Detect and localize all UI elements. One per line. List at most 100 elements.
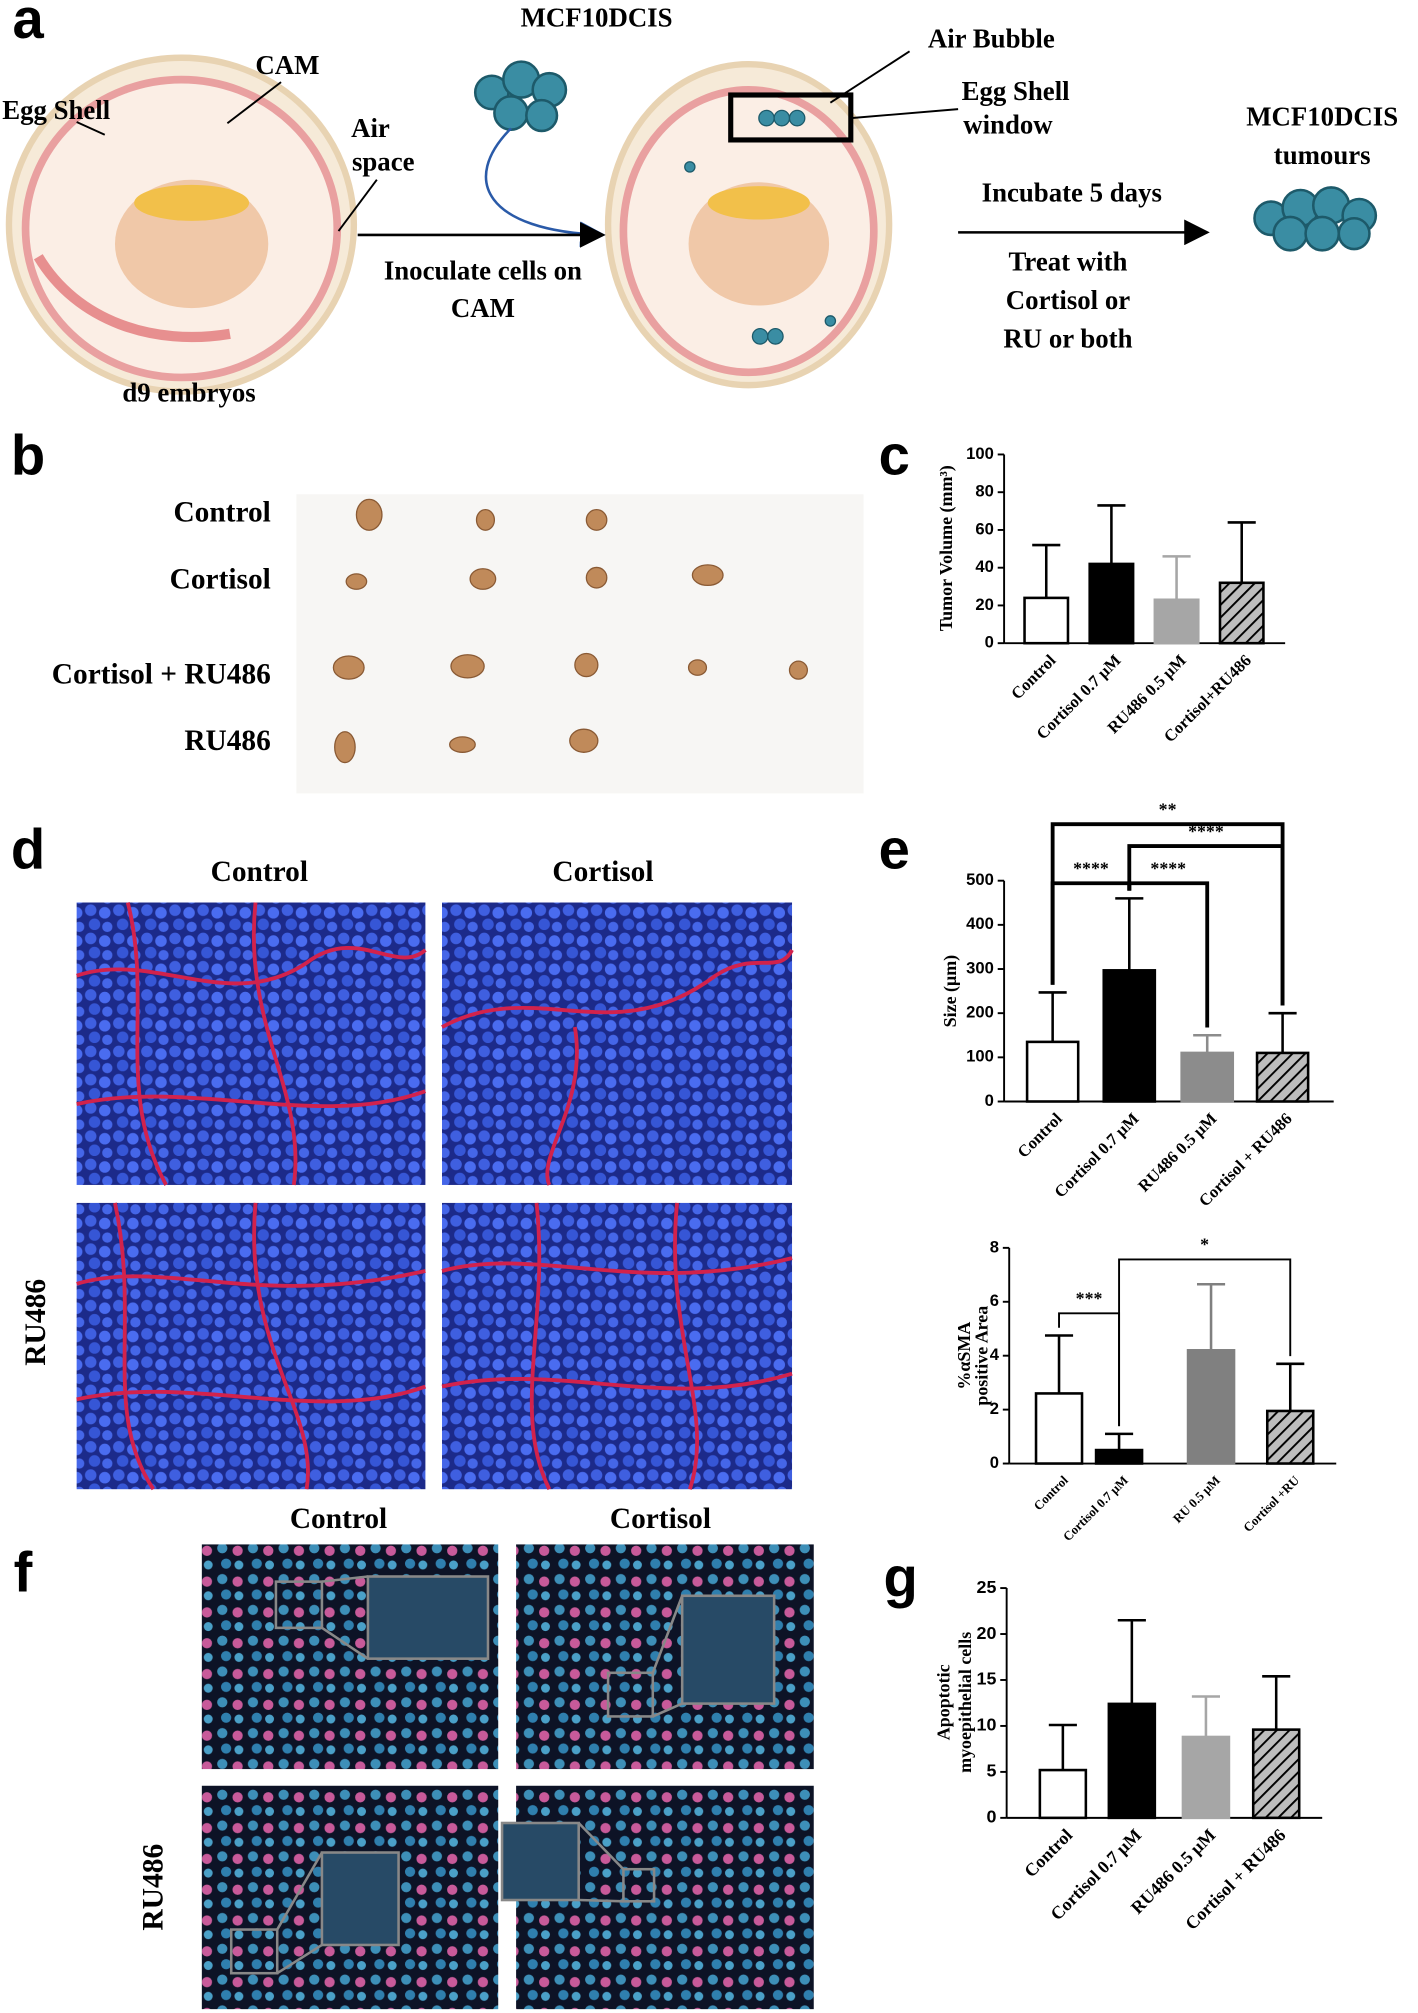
y-tick-label: 200 [966,1003,994,1022]
label: tumours [1274,140,1371,170]
y-tick-label: 60 [975,519,993,538]
label: Incubate 5 days [982,177,1162,207]
label: MCF10DCIS [1246,102,1398,132]
label: Control [211,856,308,888]
label: Cortisol [552,856,653,888]
panel-letter: c [879,423,910,486]
error-bar [1105,1432,1134,1451]
bar [1094,1448,1144,1465]
y-tick-label: 25 [977,1577,997,1597]
error-bar [1227,521,1256,583]
y-tick-label: 10 [977,1715,997,1735]
significance-label: ** [1159,799,1177,819]
bar [1255,1051,1310,1103]
y-tick-label: 500 [966,870,994,889]
panel-letter: b [11,423,45,486]
label: Air Bubble [928,23,1055,53]
panel-letter: a [12,0,44,50]
label: RU or both [1003,324,1132,354]
label: Egg Shell [962,76,1070,106]
error-bar [1268,1011,1297,1053]
y-tick-label: 15 [977,1669,997,1689]
label: window [963,109,1053,139]
y-tick-label: 100 [966,1047,994,1066]
error-bar [1048,1723,1077,1771]
x-tick-label: Control [1031,1473,1071,1513]
bar [1218,581,1265,645]
microscopy-d [76,902,794,1491]
bar [1025,1040,1080,1103]
label: space [352,146,415,176]
significance-label: *** [1076,1289,1103,1309]
x-tick-label: Control [1020,1825,1076,1881]
significance-bracket [1050,822,1285,1006]
error-bar [1097,504,1126,564]
label: RU486 [184,725,270,757]
tumour-photo [296,494,864,794]
bar [1107,1702,1157,1820]
bar [1038,1768,1088,1820]
label: d9 embryos [122,378,255,408]
label: Cortisol [170,563,271,595]
bar [1034,1392,1084,1465]
panel-letter: f [14,1540,33,1603]
x-tick-label: RU 0.5 μM [1171,1473,1223,1526]
label: Cortisol + RU486 [52,658,271,690]
y-tick-label: 100 [966,444,994,463]
y-tick-label: 20 [977,1623,997,1643]
label: Cortisol or [1006,285,1130,315]
error-bar [1193,1033,1222,1053]
x-tick-label: Control [1014,1109,1067,1162]
y-tick-label: 2 [990,1399,999,1418]
x-tick-label: Control [1007,650,1060,703]
label: Egg Shell [2,95,110,125]
significance-label: **** [1150,858,1186,878]
bar [1251,1728,1301,1820]
error-bar [1038,991,1067,1042]
microscopy-f [201,1544,814,2010]
y-tick-label: 20 [975,595,993,614]
panel-letter: e [879,818,910,881]
y-tick-label: 8 [990,1237,999,1256]
bar [1088,562,1135,645]
error-bar [1191,1695,1220,1737]
significance-bracket [1127,844,1285,1006]
label: Treat with [1009,247,1128,277]
error-bar [1117,1618,1146,1704]
y-axis-label: Apoptotic [933,1664,953,1740]
bar [1102,969,1157,1103]
panel-letter: g [883,1545,917,1608]
significance-label: **** [1073,858,1109,878]
error-bar [1262,1675,1291,1730]
label: CAM [451,293,515,323]
y-tick-label: 80 [975,482,993,501]
schematic [5,50,1378,395]
y-tick-label: 400 [966,914,994,933]
bar [1153,598,1200,645]
error-bar [1162,555,1191,600]
label: MCF10DCIS [521,3,673,33]
y-tick-label: 6 [990,1291,999,1310]
y-tick-label: 4 [990,1345,1000,1364]
y-axis-label: positive Area [972,1306,992,1406]
y-tick-label: 0 [986,1807,996,1827]
significance-label: **** [1188,821,1224,841]
label: RU486 [138,1844,170,1931]
bar [1181,1735,1231,1820]
significance-bracket [1118,1258,1292,1427]
y-axis-label: Tumor Volume (mm³) [936,465,957,631]
y-axis-label: %αSMA [954,1322,974,1390]
y-axis-label: myoepithelial cells [955,1632,975,1773]
y-tick-label: 0 [985,1091,994,1110]
label: CAM [255,50,319,80]
y-tick-label: 300 [966,958,994,977]
significance-label: * [1200,1235,1209,1255]
label: Cortisol [610,1503,711,1535]
label: Inoculate cells on [384,256,582,286]
label: Control [290,1503,387,1535]
y-axis-label: Size (μm) [940,955,961,1028]
y-tick-label: 0 [990,1453,999,1472]
label: Air [351,113,390,143]
label: Control [173,497,270,529]
